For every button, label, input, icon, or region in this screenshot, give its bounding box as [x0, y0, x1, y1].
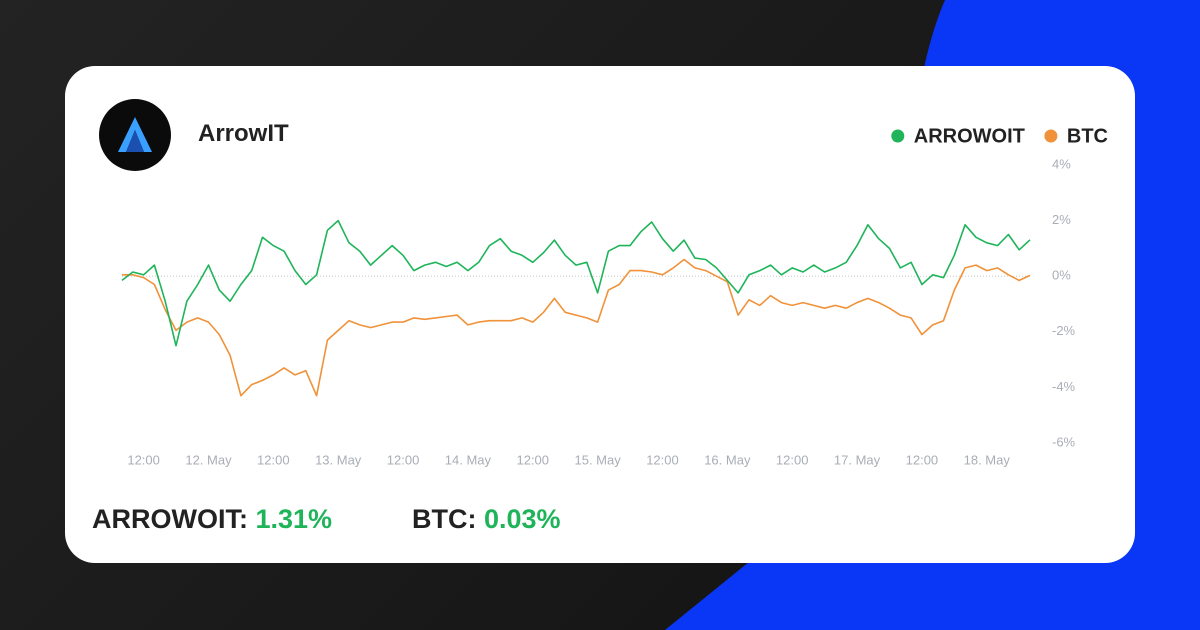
legend-marker [891, 129, 905, 143]
summary: ARROWOIT: 1.31% [92, 504, 332, 535]
series-line [121, 219, 1031, 347]
y-tick-label: -2% [1052, 323, 1076, 338]
x-tick-label: 12:00 [776, 452, 809, 467]
summary-value: 0.03% [484, 504, 561, 534]
y-tick-label: 2% [1052, 212, 1071, 227]
x-tick-label: 16. May [704, 452, 751, 467]
x-tick-label: 12:00 [387, 452, 420, 467]
legend: BTC ARROWOIT [891, 125, 1108, 147]
summary: BTC: 0.03% [412, 504, 561, 535]
x-tick-label: 18. May [964, 452, 1011, 467]
x-tick-label: 12. May [185, 452, 232, 467]
summary-value: 1.31% [255, 504, 333, 534]
brand-name: ArrowIT [198, 120, 289, 147]
x-tick-label: 12:00 [646, 452, 679, 467]
y-tick-label: -6% [1052, 434, 1076, 449]
x-tick-label: 12:00 [906, 452, 939, 467]
x-tick-label: 12:00 [257, 452, 290, 467]
y-tick-label: 0% [1052, 268, 1071, 283]
x-tick-label: 15. May [574, 452, 621, 467]
series-line [122, 258, 1031, 397]
summary-label: ARROWOIT: [92, 504, 248, 534]
y-tick-label: -4% [1052, 379, 1076, 394]
x-tick-label: 12:00 [127, 452, 160, 467]
x-tick-label: 14. May [445, 452, 492, 467]
legend-label: BTC [1067, 125, 1108, 147]
y-tick-label: 4% [1052, 156, 1071, 171]
logo-mark-inner [126, 130, 144, 152]
x-tick-label: 13. May [315, 452, 362, 467]
x-tick-label: 17. May [834, 452, 881, 467]
summary-label: BTC: [412, 504, 477, 534]
x-tick-label: 12:00 [516, 452, 549, 467]
legend-label: ARROWOIT [914, 125, 1025, 147]
logo-mark [118, 117, 152, 152]
legend-marker [1044, 129, 1058, 143]
